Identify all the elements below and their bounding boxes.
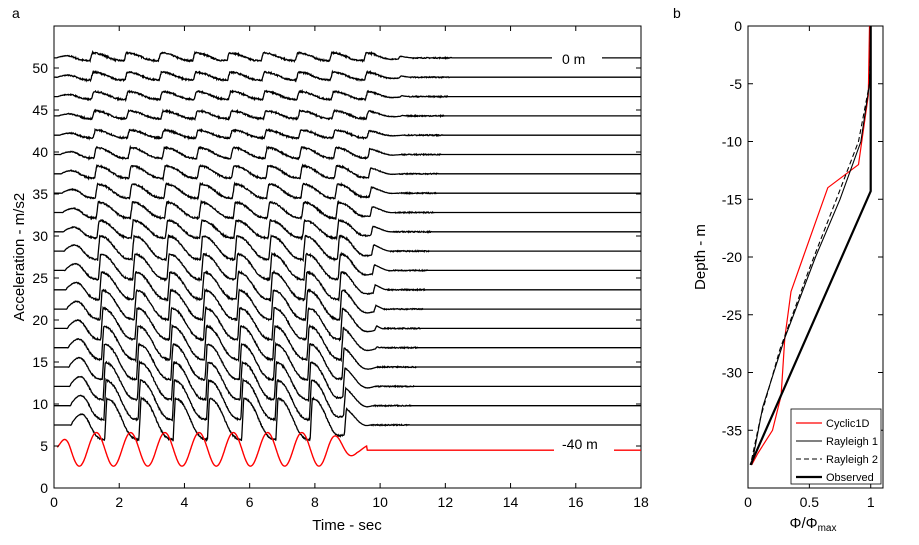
panel-b-x-axis-label-sub: max [818, 523, 837, 534]
panel-a: a 0 2 4 6 8 10 12 14 16 18 0 5 10 15 20 25 30 35 40 45 50 0… [11, 5, 649, 534]
acceleration-trace [54, 288, 641, 322]
acceleration-trace [54, 199, 641, 221]
y-tick-label: 30 [32, 228, 48, 244]
legend: Cyclic1D Rayleigh 1 Rayleigh 2 Observed [790, 408, 882, 485]
acceleration-trace [54, 108, 641, 122]
acceleration-trace [54, 69, 641, 83]
panel-a-x-axis-label: Time - sec [312, 517, 382, 534]
x-tick-label: 4 [181, 494, 189, 510]
x-tick-label: 0 [744, 494, 752, 510]
x-tick-label: 2 [115, 494, 123, 510]
y-tick-label: 0 [734, 18, 742, 34]
x-tick-label: 6 [246, 494, 254, 510]
y-tick-label: 40 [32, 144, 48, 160]
y-tick-label: 15 [32, 354, 48, 370]
acceleration-trace [54, 217, 641, 241]
x-tick-label: 16 [568, 494, 584, 510]
y-tick-label: 10 [32, 396, 48, 412]
panel-a-y-ticks: 0 5 10 15 20 25 30 35 40 45 50 [32, 60, 641, 496]
y-tick-label: 45 [32, 102, 48, 118]
panel-a-traces [54, 49, 641, 467]
acceleration-trace [54, 359, 641, 402]
label-bg-bottom [554, 434, 614, 454]
panel-b-x-axis-label-main: Φ/Φ [789, 515, 817, 532]
series-line [749, 25, 872, 466]
panel-b-y-ticks: 0 -5 -10 -15 -20 -25 -30 -35 [722, 18, 883, 438]
x-tick-label: 18 [633, 494, 649, 510]
legend-entry: Rayleigh 2 [826, 454, 878, 466]
panel-b-x-ticks: 0 0.5 1 [744, 26, 875, 510]
y-tick-label: -35 [722, 422, 742, 438]
acceleration-trace [54, 49, 641, 64]
x-tick-label: 1 [867, 494, 875, 510]
x-tick-label: 0.5 [800, 494, 820, 510]
y-tick-label: -25 [722, 307, 742, 323]
panel-b-x-axis-label: Φ/Φmax [789, 515, 836, 534]
acceleration-trace [54, 341, 641, 382]
panel-a-axes-box [53, 25, 642, 489]
acceleration-trace [54, 127, 641, 141]
panel-a-label: a [12, 5, 20, 21]
y-tick-label: -10 [722, 134, 742, 150]
y-tick-label: 20 [32, 312, 48, 328]
legend-entry: Cyclic1D [826, 418, 869, 430]
input-motion-trace [56, 431, 641, 467]
series-line [751, 25, 872, 466]
x-tick-label: 12 [438, 494, 454, 510]
label-minus-40m: -40 m [562, 436, 598, 452]
acceleration-trace [54, 269, 641, 302]
y-tick-label: 0 [40, 480, 48, 496]
y-tick-label: 35 [32, 186, 48, 202]
acceleration-trace [54, 377, 641, 422]
panel-a-x-ticks: 0 2 4 6 8 10 12 14 16 18 [50, 26, 649, 510]
y-tick-label: -15 [722, 191, 742, 207]
label-bg-top [552, 48, 602, 68]
acceleration-trace [54, 144, 641, 161]
acceleration-trace [54, 181, 641, 201]
panel-b: b 0 0.5 1 0-5-10-15-20-25-30-35 Φ/Φmax Dep… [673, 5, 884, 534]
acceleration-trace [54, 163, 641, 182]
legend-entry: Observed [826, 472, 874, 484]
legend-box [790, 408, 882, 485]
x-tick-label: 10 [372, 494, 388, 510]
y-tick-label: -20 [722, 249, 742, 265]
acceleration-trace [54, 251, 641, 283]
y-tick-label: -5 [730, 76, 743, 92]
acceleration-trace [54, 233, 641, 263]
x-tick-label: 8 [311, 494, 319, 510]
label-0m: 0 m [562, 51, 585, 67]
series-line [749, 26, 872, 466]
series-line [751, 25, 871, 466]
y-tick-label: 5 [40, 438, 48, 454]
y-tick-label: 50 [32, 60, 48, 76]
panel-b-y-axis-label: Depth - m [692, 224, 709, 290]
acceleration-trace [54, 323, 641, 364]
legend-entry: Rayleigh 1 [826, 436, 878, 448]
acceleration-trace [54, 88, 641, 103]
x-tick-label: 14 [503, 494, 519, 510]
acceleration-trace [54, 305, 641, 342]
panel-b-series [749, 25, 872, 466]
panel-b-label: b [673, 5, 681, 21]
y-tick-label: -30 [722, 365, 742, 381]
acceleration-trace [54, 395, 641, 443]
y-tick-label: 25 [32, 270, 48, 286]
panel-a-y-axis-label: Acceleration - m/s2 [11, 193, 28, 321]
x-tick-label: 0 [50, 494, 58, 510]
